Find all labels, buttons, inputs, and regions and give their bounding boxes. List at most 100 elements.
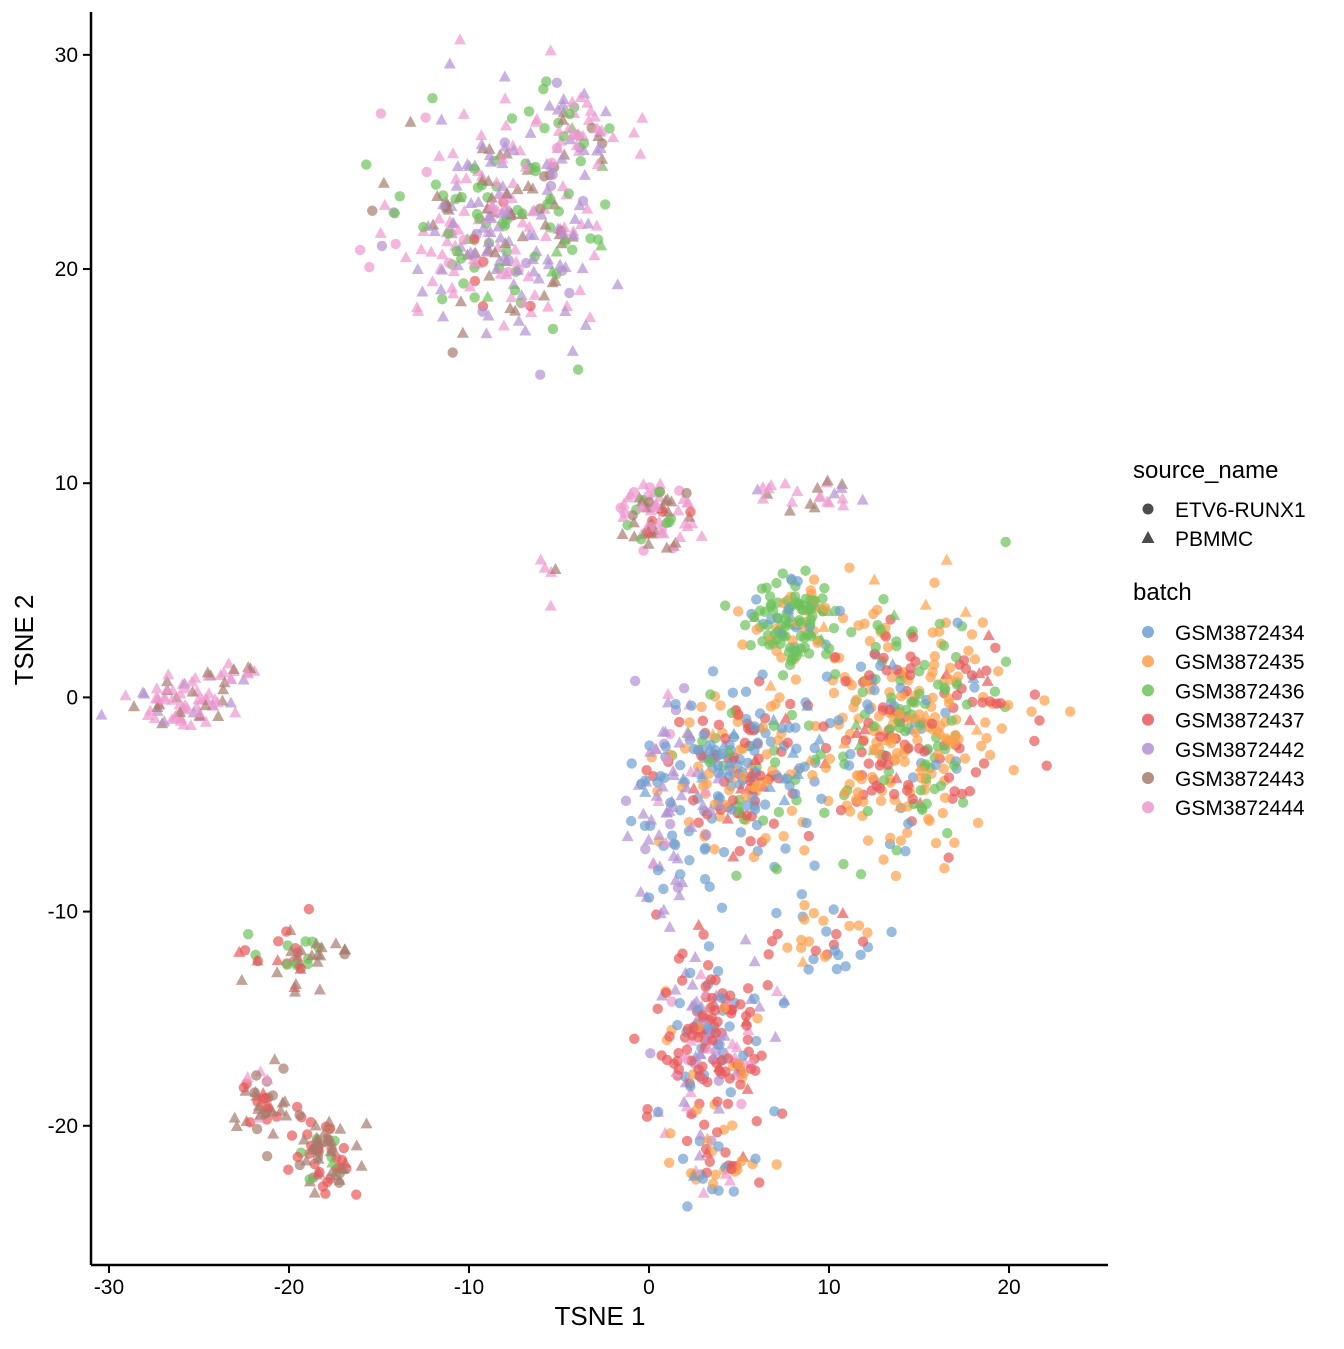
data-point-circle	[771, 577, 782, 589]
data-point-circle	[976, 740, 987, 752]
data-point-circle	[278, 1063, 289, 1074]
data-point-circle	[545, 180, 557, 192]
data-point-triangle	[295, 944, 308, 956]
data-point-circle	[816, 793, 827, 804]
data-point-circle	[915, 785, 926, 796]
data-point-triangle	[616, 528, 629, 540]
data-point-triangle	[749, 754, 762, 766]
data-point-triangle	[488, 246, 501, 258]
data-point-triangle	[458, 204, 471, 216]
data-point-triangle	[680, 781, 693, 793]
data-point-circle	[673, 1064, 685, 1075]
data-point-triangle	[506, 139, 519, 151]
data-point-triangle	[595, 239, 608, 251]
data-point-circle	[675, 760, 686, 771]
data-point-triangle	[836, 492, 849, 504]
data-point-triangle	[179, 682, 192, 694]
data-point-circle	[324, 1123, 336, 1135]
data-point-circle	[805, 603, 817, 615]
data-point-triangle	[483, 269, 496, 281]
data-point-circle	[539, 122, 550, 134]
data-point-circle	[622, 519, 633, 531]
data-point-circle	[835, 804, 847, 816]
data-point-circle	[530, 161, 541, 173]
data-point-triangle	[454, 295, 467, 307]
data-point-circle	[660, 987, 672, 999]
data-point-triangle	[158, 715, 171, 727]
data-point-circle	[789, 788, 801, 799]
data-point-circle	[553, 206, 564, 217]
data-point-circle	[754, 708, 766, 719]
data-point-triangle	[786, 495, 799, 507]
data-point-circle	[390, 238, 401, 250]
data-point-circle	[722, 1098, 734, 1110]
data-point-circle	[907, 772, 919, 783]
data-point-circle	[724, 784, 735, 796]
data-point-triangle	[501, 206, 514, 218]
data-point-triangle	[539, 230, 552, 242]
data-point-triangle	[214, 669, 227, 681]
data-point-circle	[697, 1010, 709, 1021]
data-point-triangle	[667, 849, 680, 861]
data-point-triangle	[199, 699, 212, 711]
data-point-circle	[810, 945, 822, 956]
data-point-circle	[795, 617, 807, 628]
data-point-circle	[506, 113, 518, 124]
data-point-triangle	[654, 477, 667, 489]
data-point-triangle	[591, 157, 604, 169]
data-point-triangle	[500, 119, 513, 131]
data-point-circle	[718, 846, 730, 858]
data-point-circle	[242, 928, 254, 940]
data-point-circle	[473, 213, 485, 224]
x-tick-label: 20	[997, 1276, 1020, 1299]
data-point-circle	[748, 851, 760, 863]
data-point-triangle	[693, 1149, 706, 1161]
data-point-circle	[652, 1106, 664, 1118]
data-point-circle	[687, 1030, 698, 1041]
data-point-triangle	[168, 710, 181, 722]
data-point-circle	[707, 1035, 718, 1046]
data-point-triangle	[686, 517, 699, 529]
data-point-triangle	[415, 243, 428, 255]
data-point-triangle	[557, 93, 570, 105]
data-point-circle	[799, 900, 810, 911]
data-point-triangle	[326, 1142, 339, 1154]
data-point-triangle	[544, 599, 557, 611]
data-point-circle	[829, 945, 841, 956]
data-point-circle	[244, 1117, 256, 1128]
data-point-circle	[727, 687, 739, 698]
data-point-circle	[477, 306, 488, 317]
data-point-triangle	[527, 265, 540, 277]
data-point-circle	[751, 624, 762, 635]
data-point-triangle	[552, 222, 565, 234]
data-point-triangle	[594, 141, 607, 153]
data-point-circle	[943, 735, 955, 747]
data-point-circle	[907, 794, 918, 805]
data-point-circle	[873, 711, 885, 722]
data-point-triangle	[649, 743, 662, 755]
data-point-circle	[862, 805, 874, 817]
data-point-triangle	[442, 203, 455, 215]
data-point-circle	[718, 1002, 730, 1014]
data-point-triangle	[546, 265, 559, 277]
data-point-circle	[738, 1068, 749, 1079]
data-point-triangle	[823, 496, 836, 508]
data-point-triangle	[684, 1086, 697, 1098]
data-point-circle	[361, 159, 372, 170]
data-point-circle	[745, 836, 756, 847]
data-point-circle	[642, 1104, 653, 1115]
data-point-triangle	[433, 212, 446, 224]
y-tick-label: 10	[55, 472, 78, 495]
data-point-circle	[720, 1147, 731, 1158]
data-point-triangle	[636, 500, 649, 512]
data-point-circle	[1000, 536, 1011, 548]
data-point-circle	[710, 1005, 721, 1016]
data-point-circle	[926, 718, 938, 729]
data-point-triangle	[673, 736, 686, 748]
data-point-triangle	[399, 251, 412, 263]
data-point-circle	[995, 698, 1006, 709]
data-point-circle	[799, 761, 810, 772]
data-point-circle	[676, 975, 688, 986]
data-point-circle	[829, 651, 841, 663]
data-point-circle	[843, 760, 855, 771]
